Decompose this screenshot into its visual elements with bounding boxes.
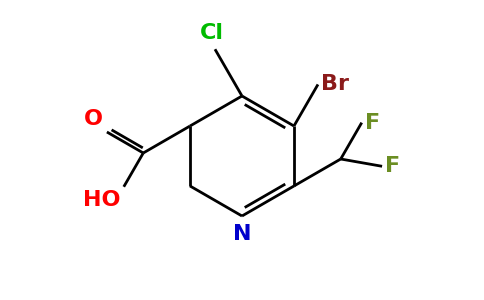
Text: Cl: Cl: [200, 23, 224, 43]
Text: F: F: [385, 156, 400, 176]
Text: F: F: [365, 112, 380, 133]
Text: HO: HO: [83, 190, 121, 210]
Text: O: O: [83, 109, 103, 129]
Text: Br: Br: [321, 74, 349, 94]
Text: N: N: [233, 224, 251, 244]
